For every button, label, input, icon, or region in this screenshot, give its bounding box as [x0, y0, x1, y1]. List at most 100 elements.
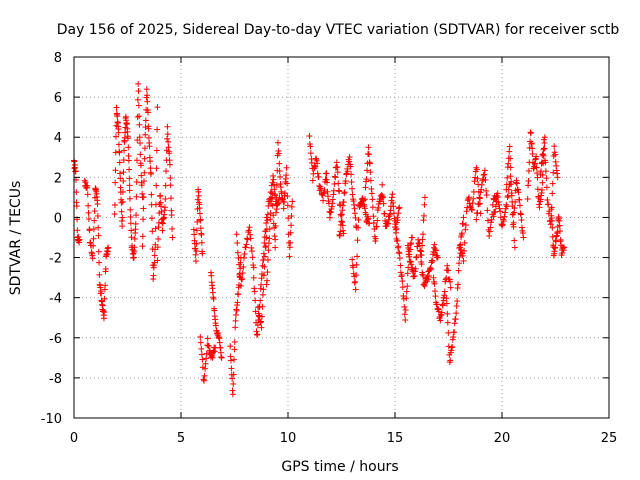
- data-point: [140, 194, 147, 201]
- data-point: [484, 217, 491, 224]
- data-point: [74, 227, 81, 234]
- data-point: [478, 186, 485, 193]
- data-point: [167, 182, 174, 189]
- data-point: [136, 134, 143, 141]
- data-point: [98, 290, 105, 297]
- data-point: [155, 235, 162, 242]
- data-point: [212, 322, 219, 329]
- data-point: [431, 288, 438, 295]
- data-point: [126, 195, 133, 202]
- data-point: [139, 243, 146, 250]
- data-point: [408, 240, 415, 247]
- data-point: [169, 234, 176, 241]
- data-point: [275, 139, 282, 146]
- data-point: [374, 217, 381, 224]
- data-point: [363, 167, 370, 174]
- data-point: [395, 243, 402, 250]
- data-point: [210, 295, 217, 302]
- data-point: [112, 133, 119, 140]
- data-point: [362, 196, 369, 203]
- grid-lines: [74, 57, 609, 418]
- data-point: [141, 169, 148, 176]
- data-point: [556, 222, 563, 229]
- data-point: [139, 233, 146, 240]
- data-point: [486, 232, 493, 239]
- data-point: [272, 222, 279, 229]
- data-point: [133, 178, 140, 185]
- data-point: [235, 254, 242, 261]
- data-point: [126, 187, 133, 194]
- data-point: [264, 217, 271, 224]
- x-tick-label: 0: [70, 431, 78, 446]
- data-point: [444, 319, 451, 326]
- data-point: [550, 169, 557, 176]
- data-point: [198, 345, 205, 352]
- data-point: [272, 209, 279, 216]
- data-point: [194, 218, 201, 225]
- data-point: [130, 254, 137, 261]
- data-point: [286, 253, 293, 260]
- data-point: [412, 265, 419, 272]
- data-point: [334, 169, 341, 176]
- data-point: [261, 263, 268, 270]
- data-point: [320, 197, 327, 204]
- data-point: [480, 172, 487, 179]
- data-point: [443, 300, 450, 307]
- data-point: [247, 231, 254, 238]
- data-point: [473, 166, 480, 173]
- data-point: [438, 309, 445, 316]
- data-point: [409, 234, 416, 241]
- data-point: [380, 200, 387, 207]
- data-point: [252, 297, 259, 304]
- data-point: [511, 244, 518, 251]
- data-point: [138, 172, 145, 179]
- data-point: [259, 303, 266, 310]
- data-point: [389, 191, 396, 198]
- data-point: [367, 177, 374, 184]
- data-point: [363, 176, 370, 183]
- data-point: [554, 174, 561, 181]
- data-point: [455, 281, 462, 288]
- data-point: [246, 224, 253, 231]
- data-point: [496, 205, 503, 212]
- data-point: [234, 249, 241, 256]
- data-point: [354, 237, 361, 244]
- data-point: [452, 316, 459, 323]
- data-point: [268, 189, 275, 196]
- data-point: [137, 151, 144, 158]
- data-point: [481, 167, 488, 174]
- data-point: [240, 254, 247, 261]
- data-point: [492, 203, 499, 210]
- data-point: [451, 329, 458, 336]
- data-point: [148, 170, 155, 177]
- data-point: [140, 205, 147, 212]
- data-point: [159, 227, 166, 234]
- data-point: [527, 130, 534, 137]
- data-point: [205, 342, 212, 349]
- data-point: [504, 194, 511, 201]
- data-point: [126, 182, 133, 189]
- y-tick-label: 2: [54, 171, 62, 186]
- data-point: [332, 174, 339, 181]
- data-point: [370, 213, 377, 220]
- data-point: [105, 244, 112, 251]
- data-point: [157, 192, 164, 199]
- data-point: [142, 124, 149, 131]
- data-point: [457, 241, 464, 248]
- data-point: [456, 242, 463, 249]
- data-point: [510, 219, 517, 226]
- data-point: [453, 310, 460, 317]
- data-point: [128, 227, 135, 234]
- data-point: [267, 216, 274, 223]
- data-point: [119, 223, 126, 230]
- data-point: [250, 274, 257, 281]
- data-point: [372, 235, 379, 242]
- data-point: [381, 210, 388, 217]
- data-point: [516, 202, 523, 209]
- data-point: [153, 182, 160, 189]
- data-point: [263, 234, 270, 241]
- data-point: [439, 302, 446, 309]
- data-point: [538, 186, 545, 193]
- data-point: [250, 262, 257, 269]
- data-point: [288, 213, 295, 220]
